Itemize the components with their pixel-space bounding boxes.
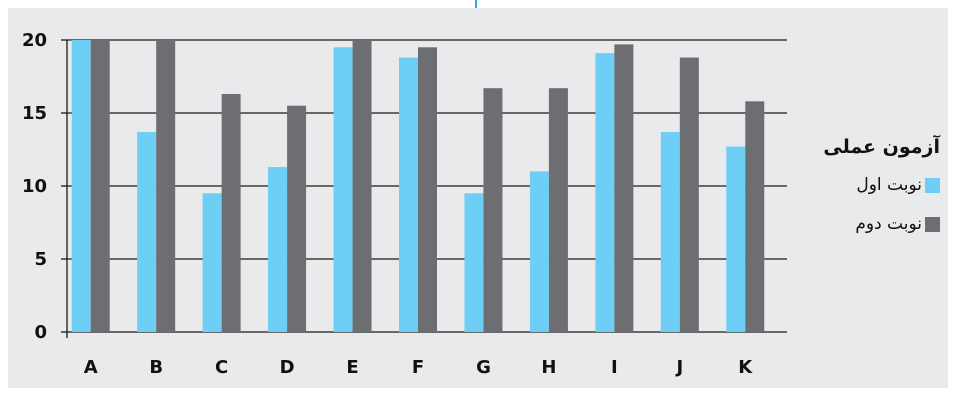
bar-F-series-2 (418, 47, 437, 333)
legend-title: آزمون عملی (823, 136, 940, 158)
x-tick-label-D: D (280, 357, 295, 378)
legend-swatch-series-2 (925, 216, 940, 232)
legend-label-series-1: نوبت اول (856, 175, 922, 195)
bar-A-series-1 (71, 40, 91, 332)
legend-label-series-2: نوبت دوم (855, 214, 922, 234)
x-tick-label-I: I (611, 357, 618, 378)
bar-G-series-2 (483, 88, 503, 333)
tick-labels: 0 5 10 15 20 A B C D E F G H I J K (22, 30, 753, 378)
bar-J-series-2 (679, 57, 699, 333)
bars (71, 40, 765, 333)
y-tick-label-0: 0 (34, 322, 47, 343)
x-tick-label-A: A (84, 357, 98, 378)
x-tick-label-C: C (215, 357, 228, 378)
bar-B-series-2 (156, 40, 176, 332)
y-tick-label-5: 5 (34, 249, 47, 270)
x-tick-label-K: K (738, 357, 753, 378)
bar-I-series-1 (595, 53, 615, 332)
y-tick-label-15: 15 (22, 103, 47, 124)
x-tick-label-F: F (412, 357, 424, 378)
bar-A-series-2 (90, 40, 110, 332)
bar-E-series-2 (352, 40, 372, 332)
y-tick-label-20: 20 (22, 30, 47, 51)
bar-K-series-2 (745, 101, 765, 332)
y-tick-label-10: 10 (22, 176, 47, 197)
x-tick-label-H: H (541, 357, 556, 378)
bar-K-series-1 (726, 146, 746, 332)
bar-D-series-2 (287, 105, 307, 332)
x-tick-label-E: E (346, 357, 358, 378)
bar-D-series-1 (268, 167, 288, 332)
bar-F-series-1 (399, 57, 418, 333)
x-tick-label-G: G (476, 357, 491, 378)
bar-G-series-1 (464, 193, 484, 332)
bar-B-series-1 (137, 131, 157, 332)
x-tick-label-B: B (149, 357, 163, 378)
legend-swatch-series-1 (925, 177, 940, 193)
axes (61, 39, 68, 338)
bar-I-series-2 (614, 44, 634, 332)
x-tick-label-J: J (674, 357, 683, 378)
bar-C-series-1 (202, 193, 222, 332)
legend-item-series-2: نوبت دوم (804, 213, 940, 235)
bar-H-series-2 (548, 88, 568, 333)
bar-H-series-1 (529, 171, 549, 332)
legend: آزمون عملی نوبت اول نوبت دوم (804, 136, 940, 252)
bar-E-series-1 (333, 47, 353, 333)
top-marker (475, 0, 477, 11)
bar-C-series-2 (221, 94, 241, 333)
legend-item-series-1: نوبت اول (804, 174, 940, 196)
bar-J-series-1 (660, 131, 680, 332)
